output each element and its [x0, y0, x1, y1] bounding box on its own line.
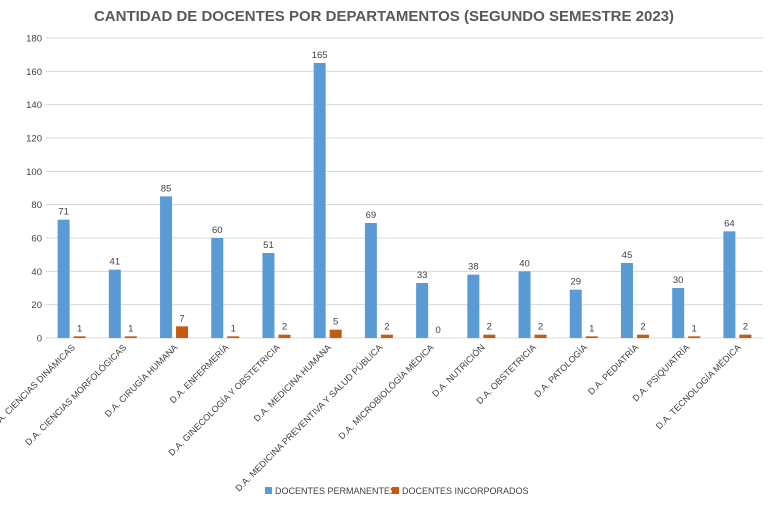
data-label-incorporados: 0 [435, 325, 440, 336]
y-tick-label: 40 [31, 267, 42, 278]
chart-title: CANTIDAD DE DOCENTES POR DEPARTAMENTOS (… [94, 8, 674, 25]
bar-docentes-permanentes [620, 263, 633, 338]
bar-docentes-permanentes [672, 288, 685, 338]
data-label-permanentes: 51 [263, 240, 274, 251]
legend-swatch [392, 487, 399, 494]
y-tick-label: 20 [31, 300, 42, 311]
bar-docentes-incorporados [739, 334, 752, 338]
data-label-permanentes: 30 [673, 275, 684, 286]
x-category-label: D.A. PEDIATRÍA [586, 342, 640, 396]
y-tick-label: 180 [26, 34, 42, 45]
bar-docentes-incorporados [278, 334, 291, 338]
x-category-label: D.A. CIENCIAS DINÁMICAS [0, 342, 77, 430]
y-tick-label: 100 [26, 167, 42, 178]
data-label-permanentes: 64 [724, 218, 735, 229]
x-category-label: D.A. TECNOLOGÍA MÉDICA [654, 342, 743, 431]
bar-docentes-permanentes [262, 253, 275, 338]
x-category-label: D.A. PSIQUIATRÍA [631, 342, 692, 403]
x-category-label: D.A. MICROBIOLÓGÍA MÉDICA [337, 342, 436, 441]
x-category-label: D.A. CIENCIAS MORFOLÓGICAS [23, 342, 128, 447]
data-label-permanentes: 71 [58, 207, 69, 218]
data-label-permanentes: 38 [468, 262, 479, 273]
bar-docentes-permanentes [313, 63, 326, 338]
data-label-incorporados: 2 [384, 322, 389, 333]
bar-docentes-incorporados [483, 334, 496, 338]
data-label-permanentes: 69 [366, 210, 377, 221]
data-label-permanentes: 45 [622, 250, 633, 261]
data-label-incorporados: 5 [333, 317, 338, 328]
data-label-incorporados: 1 [128, 323, 133, 334]
bar-docentes-permanentes [57, 219, 70, 338]
y-tick-label: 160 [26, 67, 42, 78]
data-label-incorporados: 2 [538, 322, 543, 333]
bars [57, 63, 752, 338]
bar-docentes-permanentes [364, 223, 377, 338]
bar-docentes-incorporados [176, 326, 189, 338]
data-label-incorporados: 2 [640, 322, 645, 333]
data-label-permanentes: 60 [212, 225, 223, 236]
bar-docentes-incorporados [380, 334, 393, 338]
data-label-permanentes: 33 [417, 270, 428, 281]
data-label-incorporados: 2 [282, 322, 287, 333]
data-label-incorporados: 1 [77, 323, 82, 334]
legend-swatch [265, 487, 272, 494]
x-category-label: D.A. GINECOLOGÍA Y OBSTETRICIA [166, 342, 281, 457]
bar-docentes-permanentes [108, 269, 121, 338]
legend: DOCENTES PERMANENTES DOCENTES INCORPORADO… [265, 486, 529, 496]
bar-docentes-permanentes [211, 238, 224, 338]
data-label-permanentes: 41 [110, 257, 121, 268]
bar-docentes-incorporados [124, 336, 137, 338]
data-label-permanentes: 40 [519, 258, 530, 269]
y-tick-label: 60 [31, 234, 42, 245]
bar-docentes-incorporados [636, 334, 649, 338]
bar-docentes-incorporados [329, 329, 342, 338]
bar-docentes-permanentes [416, 283, 429, 338]
data-labels: 71 1 41 1 85 7 60 1 51 2 165 5 69 2 33 0 38 2 40 2 29 1 45 2 30 1… [58, 50, 748, 336]
data-label-incorporados: 1 [589, 323, 594, 334]
y-tick-label: 140 [26, 100, 42, 111]
legend-label: DOCENTES INCORPORADOS [402, 486, 529, 496]
bar-docentes-incorporados [585, 336, 598, 338]
bar-docentes-incorporados [534, 334, 547, 338]
bar-docentes-permanentes [467, 274, 480, 338]
y-tick-label: 120 [26, 134, 42, 145]
bar-docentes-permanentes [723, 231, 736, 338]
gridlines [46, 37, 763, 339]
data-label-incorporados: 1 [692, 323, 697, 334]
bar-docentes-permanentes [160, 196, 173, 338]
x-category-label: D.A. PATOLOGÍA [532, 342, 589, 399]
x-category-label: D.A. NUTRICIÓN [430, 342, 487, 399]
legend-label: DOCENTES PERMANENTES [275, 486, 396, 496]
bar-docentes-incorporados [227, 336, 240, 338]
data-label-incorporados: 2 [487, 322, 492, 333]
data-label-incorporados: 2 [743, 322, 748, 333]
data-label-permanentes: 85 [161, 183, 172, 194]
data-label-permanentes: 29 [570, 277, 581, 288]
bar-docentes-permanentes [569, 289, 582, 338]
bar-docentes-incorporados [688, 336, 701, 338]
data-label-permanentes: 165 [312, 50, 328, 61]
y-tick-label: 0 [37, 334, 42, 345]
data-label-incorporados: 1 [231, 323, 236, 334]
data-label-incorporados: 7 [179, 313, 184, 324]
y-axis-ticks: 0 20 40 60 80 100 120 140 160 180 [26, 34, 42, 345]
y-tick-label: 80 [31, 200, 42, 211]
bar-docentes-incorporados [73, 336, 86, 338]
bar-docentes-permanentes [518, 271, 531, 338]
